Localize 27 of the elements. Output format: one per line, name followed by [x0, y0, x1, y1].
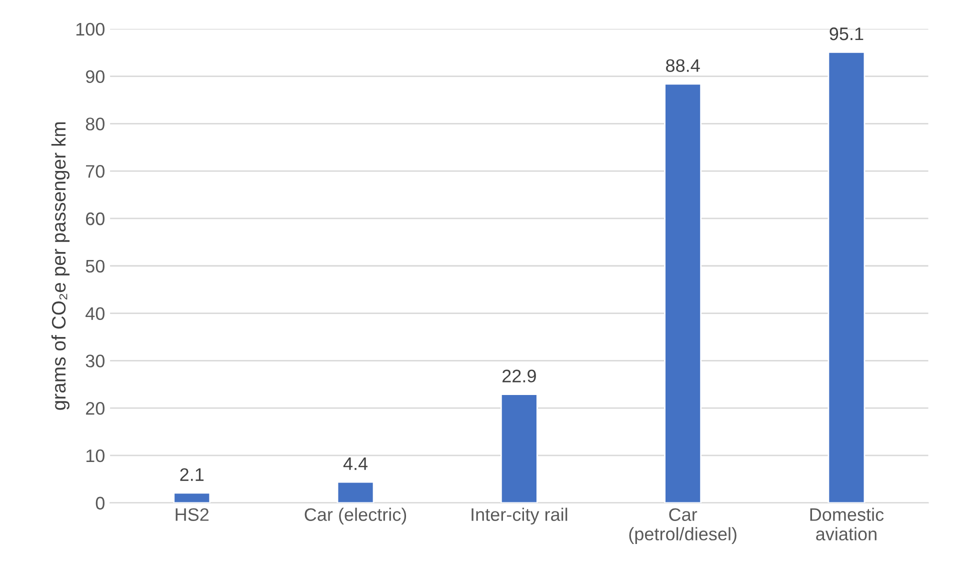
y-tick-label: 50 [86, 260, 104, 273]
bar [500, 394, 538, 503]
x-tick-label: Car (petrol/diesel) [629, 508, 736, 544]
x-tick-label: HS2 [176, 508, 209, 521]
x-tick-label: Inter-city rail [472, 508, 568, 525]
bar [828, 51, 866, 503]
x-tick-label: Car (electric) [304, 508, 406, 525]
y-tick-label: 30 [86, 354, 104, 368]
y-tick-label: 0 [96, 496, 104, 510]
y-tick-label: 60 [86, 212, 104, 226]
y-tick-label: 40 [86, 307, 104, 320]
y-axis-title: grams of CO₂e per passenger km [51, 122, 70, 410]
x-tick-label: Domestic aviation [810, 508, 884, 540]
bar [336, 481, 374, 503]
data-label: 95.1 [830, 27, 864, 40]
data-label: 88.4 [666, 59, 700, 72]
y-tick-label: 80 [86, 118, 104, 130]
data-label: 22.9 [502, 370, 536, 382]
bar [664, 83, 702, 503]
y-tick-label: 10 [86, 449, 104, 462]
bar [173, 492, 211, 503]
y-tick-label: 20 [86, 402, 104, 415]
y-tick-label: 100 [76, 22, 104, 36]
data-label: 4.4 [343, 458, 368, 470]
y-tick-label: 90 [86, 70, 104, 84]
y-tick-label: 70 [86, 165, 104, 178]
data-label: 2.1 [180, 468, 204, 481]
